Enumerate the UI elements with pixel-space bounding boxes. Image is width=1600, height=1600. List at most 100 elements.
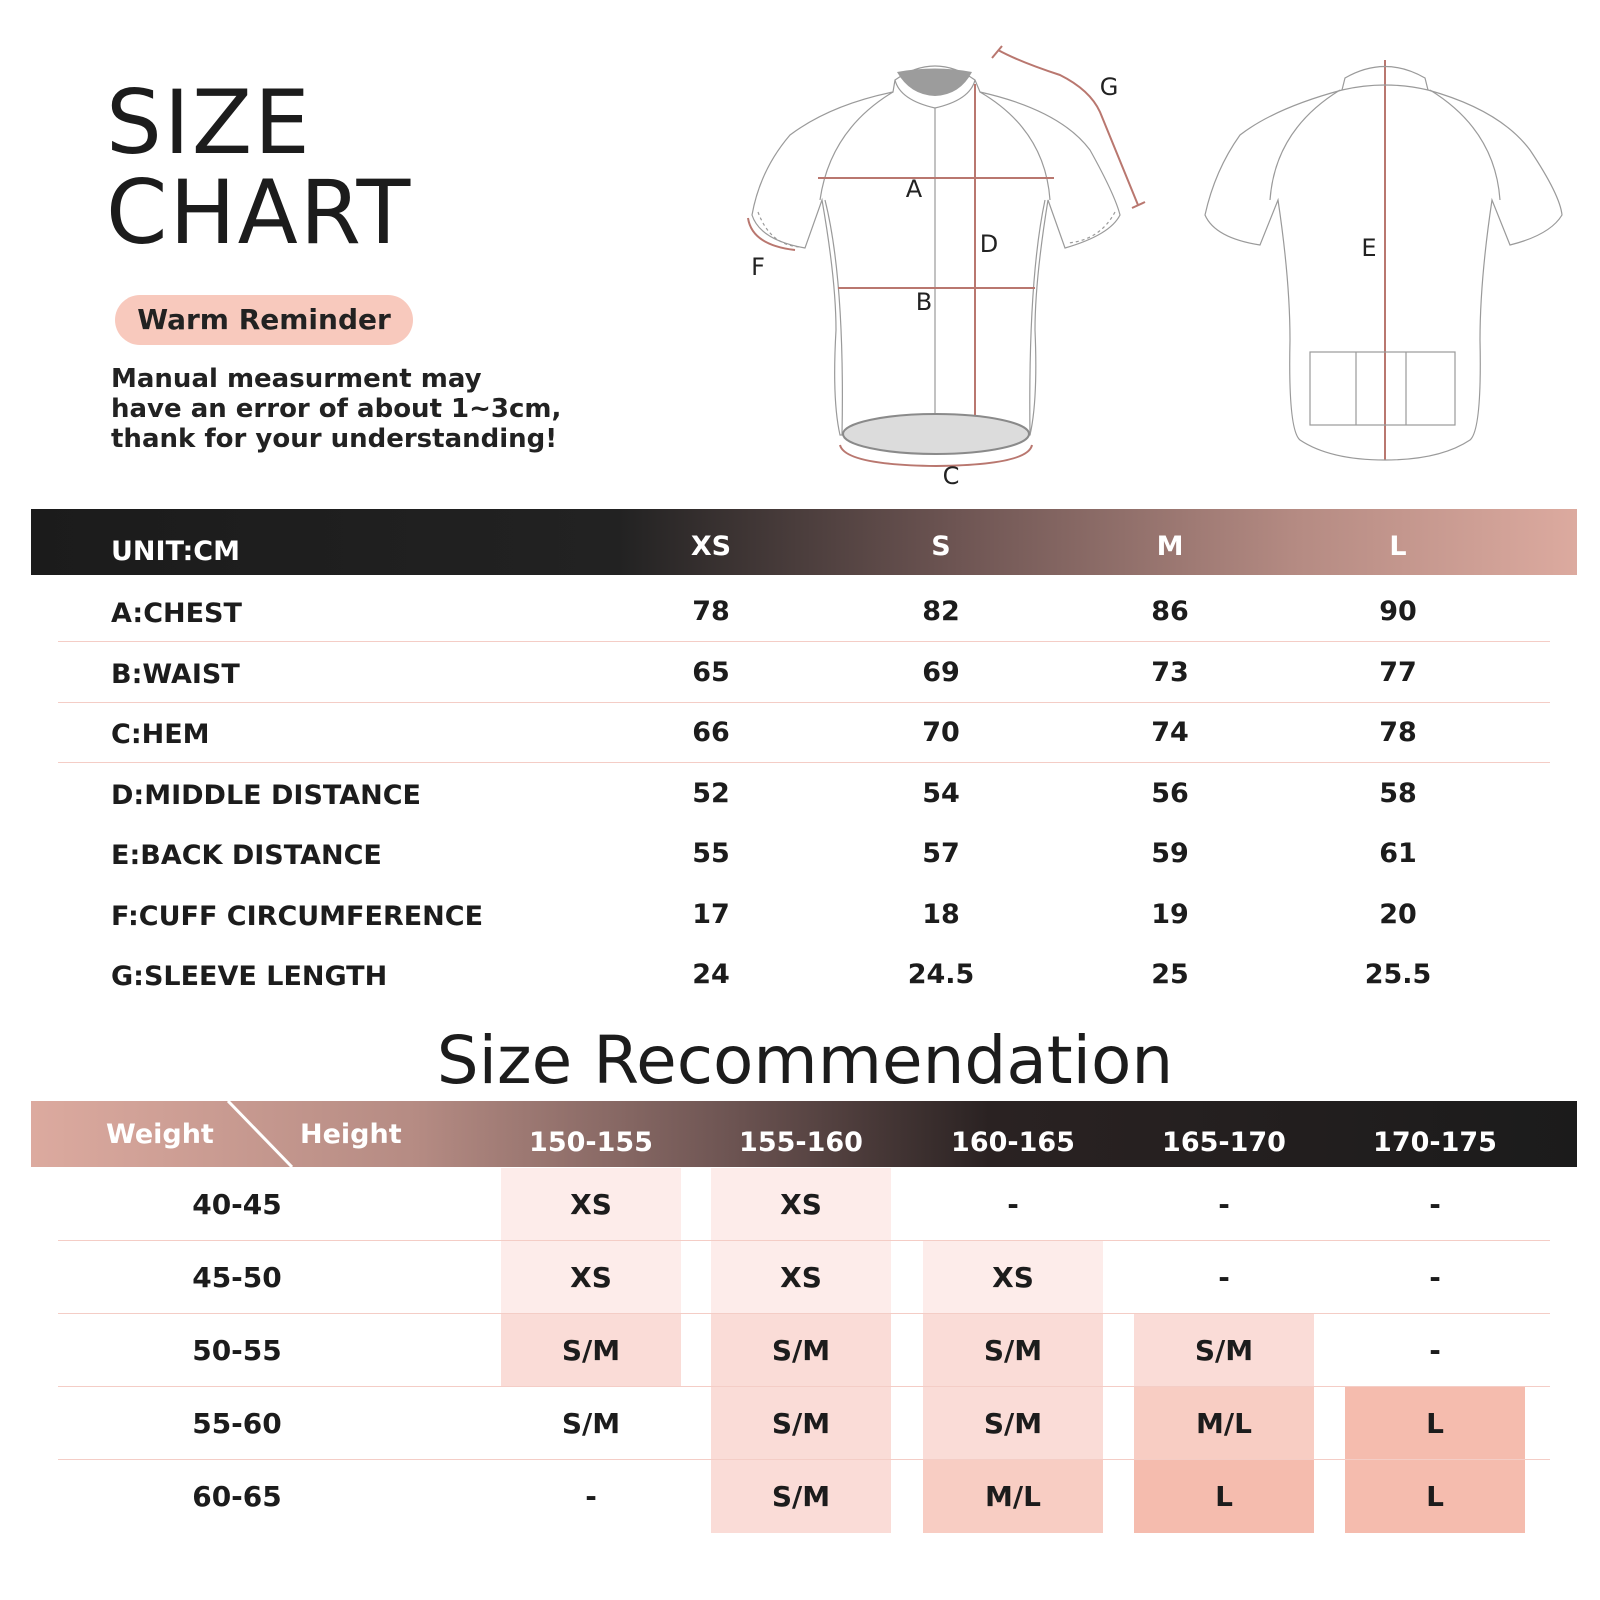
size-header: S — [931, 531, 951, 562]
measurement-value: 73 — [1151, 656, 1189, 688]
size-cell-highlight — [923, 1387, 1103, 1460]
page-title: SIZE CHART — [106, 78, 412, 258]
recommended-size: L — [1426, 1407, 1444, 1440]
reminder-note: Manual measurment may have an error of a… — [111, 364, 631, 454]
size-cell-highlight — [501, 1241, 681, 1314]
measurement-value: 61 — [1379, 838, 1417, 869]
measurement-value: 90 — [1379, 596, 1417, 627]
spec-row: A:CHEST 78 82 86 90 — [58, 582, 1550, 642]
size-cell-highlight — [1345, 1387, 1525, 1460]
recommendation-row: 40-45 XS XS - - - — [58, 1168, 1550, 1241]
height-header: 150-155 — [529, 1127, 653, 1158]
spec-row: G:SLEEVE LENGTH 24 24.5 25 25.5 — [58, 945, 1550, 1005]
height-label: Height — [300, 1119, 402, 1150]
title-line-2: CHART — [106, 161, 413, 264]
measurement-value: 82 — [922, 596, 960, 627]
spec-table-header: UNIT:CM XS S M L — [31, 509, 1577, 575]
size-cell-highlight — [711, 1168, 891, 1241]
size-cell-highlight — [923, 1460, 1103, 1533]
warm-reminder-badge: Warm Reminder — [115, 295, 413, 345]
measurement-value: 86 — [1151, 596, 1189, 627]
measurement-value: 58 — [1379, 777, 1417, 809]
size-cell-highlight — [711, 1314, 891, 1387]
weight-range: 50-55 — [192, 1334, 282, 1367]
measurement-label: G:SLEEVE LENGTH — [111, 961, 388, 992]
size-header: M — [1156, 531, 1184, 562]
measurement-value: 24 — [692, 959, 730, 990]
measurement-value: 65 — [692, 656, 730, 688]
recommended-size: S/M — [771, 1480, 831, 1513]
weight-range: 40-45 — [192, 1188, 282, 1221]
recommended-size: - — [585, 1480, 597, 1513]
weight-range: 45-50 — [192, 1261, 282, 1294]
measurement-value: 74 — [1151, 717, 1189, 748]
note-line: thank for your understanding! — [111, 424, 558, 454]
label-d: D — [980, 230, 998, 258]
size-cell-highlight — [1134, 1460, 1314, 1533]
collar-inner-shape — [897, 68, 972, 96]
measurement-label: F:CUFF CIRCUMFERENCE — [111, 900, 484, 932]
size-cell-highlight — [1134, 1387, 1314, 1460]
recommended-size: M/L — [1196, 1407, 1252, 1440]
recommended-size: S/M — [771, 1334, 831, 1367]
height-header: 165-170 — [1162, 1127, 1286, 1158]
label-b: B — [916, 288, 932, 316]
measurement-label: B:WAIST — [111, 658, 240, 690]
measurement-value: 17 — [692, 898, 730, 930]
spec-row: C:HEM 66 70 74 78 — [58, 703, 1550, 763]
measurement-value: 70 — [922, 717, 960, 748]
hem-shape — [842, 413, 1030, 455]
recommended-size: S/M — [771, 1407, 831, 1440]
weight-range: 60-65 — [192, 1480, 282, 1513]
recommended-size: - — [1429, 1261, 1441, 1294]
size-cell-highlight — [711, 1241, 891, 1314]
measurement-value: 56 — [1151, 777, 1189, 809]
measurement-label: D:MIDDLE DISTANCE — [111, 779, 421, 811]
recommendation-title: Size Recommendation — [436, 1022, 1174, 1099]
recommended-size: S/M — [561, 1334, 621, 1367]
size-cell-highlight — [923, 1314, 1103, 1387]
height-header: 170-175 — [1373, 1127, 1497, 1158]
measurement-value: 20 — [1379, 898, 1417, 930]
measurement-value: 55 — [692, 838, 730, 869]
measurement-value: 54 — [922, 777, 960, 809]
measurement-lines — [747, 45, 1386, 468]
recommended-size: XS — [570, 1188, 612, 1221]
measurement-label: C:HEM — [111, 719, 210, 750]
weight-range: 55-60 — [192, 1407, 282, 1440]
height-header: 160-165 — [951, 1127, 1075, 1158]
recommended-size: - — [1218, 1261, 1230, 1294]
measurement-value: 69 — [922, 656, 960, 688]
header-divider — [226, 1101, 294, 1167]
height-header: 155-160 — [739, 1127, 863, 1158]
measurement-value: 78 — [1379, 717, 1417, 748]
recommended-size: L — [1426, 1480, 1444, 1513]
measurement-value: 77 — [1379, 656, 1417, 688]
front-jersey-outline — [751, 65, 1121, 436]
recommended-size: S/M — [561, 1407, 621, 1440]
measurement-label: A:CHEST — [111, 598, 242, 629]
label-a: A — [906, 175, 923, 203]
recommendation-header: Weight Height 150-155 155-160 160-165 16… — [31, 1101, 1577, 1167]
size-cell-highlight — [1345, 1460, 1525, 1533]
measurement-value: 25 — [1151, 959, 1189, 990]
measurement-value: 59 — [1151, 838, 1189, 869]
back-jersey-outline — [1204, 65, 1563, 461]
size-header: XS — [690, 531, 732, 562]
note-line: have an error of about 1~3cm, — [111, 394, 562, 424]
size-header: L — [1389, 531, 1407, 562]
label-g: G — [1100, 73, 1119, 101]
recommended-size: - — [1218, 1188, 1230, 1221]
jersey-diagram: A B C D E F G — [747, 45, 1563, 490]
recommended-size: XS — [570, 1261, 612, 1294]
recommended-size: S/M — [983, 1407, 1043, 1440]
recommended-size: XS — [992, 1261, 1034, 1294]
recommended-size: L — [1215, 1480, 1233, 1513]
spec-row: D:MIDDLE DISTANCE 52 54 56 58 — [58, 764, 1550, 824]
recommended-size: S/M — [1194, 1334, 1254, 1367]
recommended-size: S/M — [983, 1334, 1043, 1367]
measurement-value: 25.5 — [1364, 959, 1432, 990]
note-line: Manual measurment may — [111, 364, 482, 394]
measurement-value: 18 — [922, 898, 960, 930]
recommendation-row: 50-55 S/M S/M S/M S/M - — [58, 1314, 1550, 1387]
